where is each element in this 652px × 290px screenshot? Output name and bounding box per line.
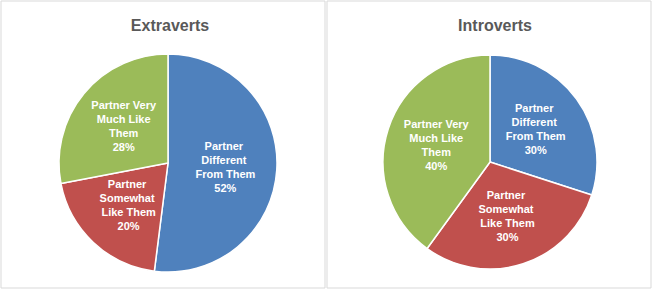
svg-text:40%: 40% xyxy=(425,160,447,172)
svg-text:Introverts: Introverts xyxy=(458,17,532,34)
svg-text:Partner Very: Partner Very xyxy=(91,99,157,111)
svg-text:Much Like: Much Like xyxy=(406,132,466,144)
svg-text:Partner: Partner xyxy=(205,140,247,152)
svg-text:Extraverts: Extraverts xyxy=(131,17,209,34)
svg-text:Different: Different xyxy=(512,116,560,128)
svg-text:28%: 28% xyxy=(113,141,135,153)
svg-text:Like Them: Like Them xyxy=(480,217,535,229)
svg-text:Partner Very: Partner Very xyxy=(404,118,470,130)
svg-text:Partner: Partner xyxy=(108,178,150,190)
svg-text:30%: 30% xyxy=(525,144,547,156)
svg-text:Somewhat: Somewhat xyxy=(478,203,536,215)
svg-text:30%: 30% xyxy=(496,231,518,243)
svg-text:Them: Them xyxy=(109,127,139,139)
svg-text:Partner: Partner xyxy=(487,189,529,201)
svg-text:Like Them: Like Them xyxy=(101,206,156,218)
svg-text:52%: 52% xyxy=(214,182,236,194)
svg-text:Them: Them xyxy=(422,146,452,158)
svg-text:Partner: Partner xyxy=(515,102,557,114)
svg-text:Much Like: Much Like xyxy=(94,113,154,125)
svg-text:Somewhat: Somewhat xyxy=(100,192,158,204)
svg-text:From Them: From Them xyxy=(506,130,566,142)
svg-text:20%: 20% xyxy=(118,220,140,232)
svg-text:Different: Different xyxy=(201,154,249,166)
svg-text:From Them: From Them xyxy=(195,168,255,180)
